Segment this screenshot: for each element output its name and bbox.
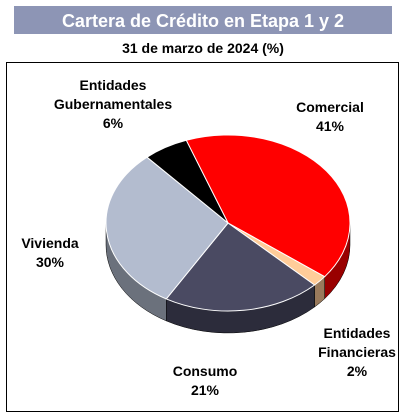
- chart-subtitle: 31 de marzo de 2024 (%): [122, 40, 284, 56]
- chart-title: Cartera de Crédito en Etapa 1 y 2: [62, 11, 344, 31]
- slice-value-label: 30%: [36, 254, 65, 270]
- slice-label: Entidades Gubernamentales: [54, 77, 172, 112]
- slice-value-label: 6%: [103, 115, 124, 131]
- pie-slice: [185, 134, 351, 278]
- slice-label: Consumo: [173, 363, 238, 379]
- chart-frame: [6, 62, 399, 412]
- slice-value-label: 21%: [191, 382, 220, 398]
- slice-label: Comercial: [296, 99, 364, 115]
- title-banner: [14, 6, 392, 34]
- pie-slice: [146, 139, 229, 224]
- slice-value-label: 2%: [347, 363, 368, 379]
- pie-slice: [105, 156, 229, 300]
- slice-label: Entidades Financieras: [318, 325, 396, 360]
- slice-value-label: 41%: [316, 118, 345, 134]
- pie-slice: [165, 222, 316, 312]
- slice-label: Vivienda: [21, 235, 79, 251]
